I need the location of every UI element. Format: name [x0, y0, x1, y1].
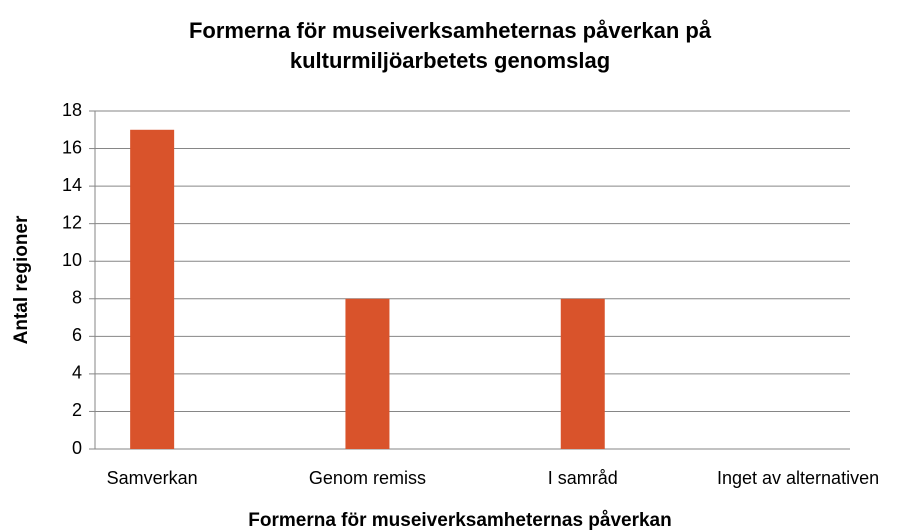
x-tick-label: Inget av alternativen [717, 468, 879, 488]
x-tick-label: Genom remiss [309, 468, 426, 488]
x-axis-label: Formerna för museiverksamheternas påverk… [248, 510, 671, 531]
y-tick-label: 12 [62, 212, 82, 232]
y-tick-label: 2 [72, 400, 82, 420]
y-tick-label: 4 [72, 363, 82, 383]
x-tick-label: I samråd [548, 468, 618, 488]
bar [560, 298, 605, 449]
bar [130, 129, 175, 449]
y-tick-label: 8 [72, 288, 82, 308]
y-tick-label: 14 [62, 175, 82, 195]
chart-title: Formerna för museiverksamheternas påverk… [188, 18, 712, 73]
y-tick-label: 10 [62, 250, 82, 270]
y-axis-label: Antal regioner [11, 215, 32, 344]
y-tick-label: 0 [72, 438, 82, 458]
y-tick-label: 16 [62, 137, 82, 157]
y-tick-label: 6 [72, 325, 82, 345]
x-tick-label: Samverkan [107, 468, 198, 488]
bar [345, 298, 390, 449]
y-tick-label: 18 [62, 100, 82, 120]
